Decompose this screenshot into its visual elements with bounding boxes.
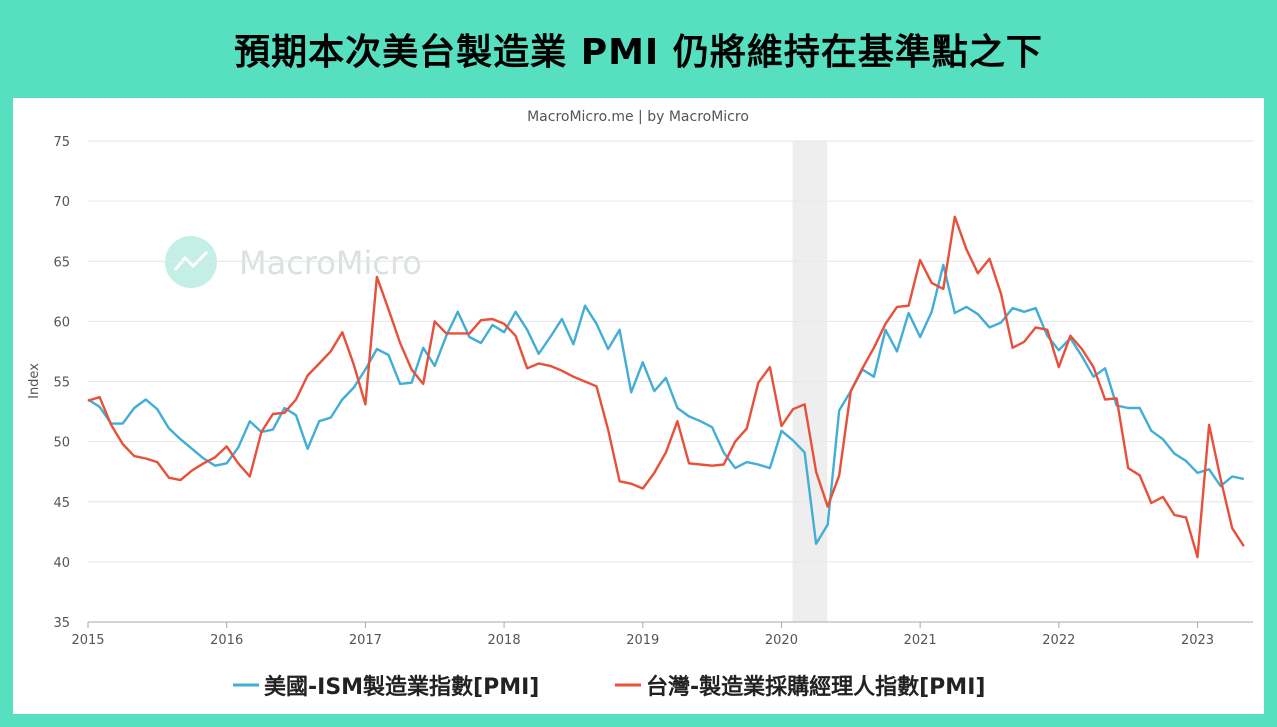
watermark-logo-icon [165, 236, 217, 288]
x-tick-label: 2017 [349, 633, 382, 648]
shaded-region [792, 141, 828, 622]
y-axis-label: Index [27, 363, 42, 399]
x-tick-label: 2018 [488, 633, 521, 648]
watermark-logo-line [173, 250, 209, 271]
legend: 美國-ISM製造業指數[PMI] 台灣-製造業採購經理人指數[PMI] [233, 674, 985, 700]
page-title: 預期本次美台製造業 PMI 仍將維持在基準點之下 [234, 32, 1043, 73]
legend-label-tw[interactable]: 台灣-製造業採購經理人指數[PMI] [646, 674, 985, 700]
watermark: MacroMicro [165, 236, 422, 288]
series-line-tw [87, 215, 1245, 559]
y-tick-label: 35 [53, 616, 70, 631]
watermark-text: MacroMicro [239, 244, 422, 282]
y-tick-label: 50 [53, 436, 70, 451]
legend-label-us[interactable]: 美國-ISM製造業指數[PMI] [264, 674, 539, 700]
y-tick-label: 40 [53, 556, 70, 571]
x-tick-label: 2022 [1042, 633, 1075, 648]
x-tick-label: 2020 [765, 633, 798, 648]
y-tick-label: 60 [53, 315, 70, 330]
y-tick-label: 55 [53, 376, 70, 391]
grid [88, 140, 1253, 623]
chart-panel: MacroMicro.me | by MacroMicro MacroMicro… [13, 98, 1264, 714]
series-group [87, 215, 1245, 559]
x-tick-label: 2016 [210, 633, 243, 648]
y-tick-label: 70 [53, 195, 70, 210]
y-tick-label: 75 [53, 135, 70, 150]
y-tick-label: 65 [53, 255, 70, 270]
x-tick-label: 2019 [626, 633, 659, 648]
x-tick-label: 2021 [904, 633, 937, 648]
y-axis: 35 40 45 50 55 60 65 70 75 [53, 135, 70, 631]
chart-credit: MacroMicro.me | by MacroMicro [527, 109, 749, 125]
shaded-band [792, 141, 828, 622]
y-tick-label: 45 [53, 496, 70, 511]
x-tick-label: 2023 [1181, 633, 1214, 648]
pmi-line-chart: MacroMicro.me | by MacroMicro MacroMicro… [27, 109, 1253, 700]
x-axis: 2015 2016 2017 2018 2019 2020 2021 2022 2023 [71, 621, 1253, 648]
x-tick-label: 2015 [71, 633, 104, 648]
